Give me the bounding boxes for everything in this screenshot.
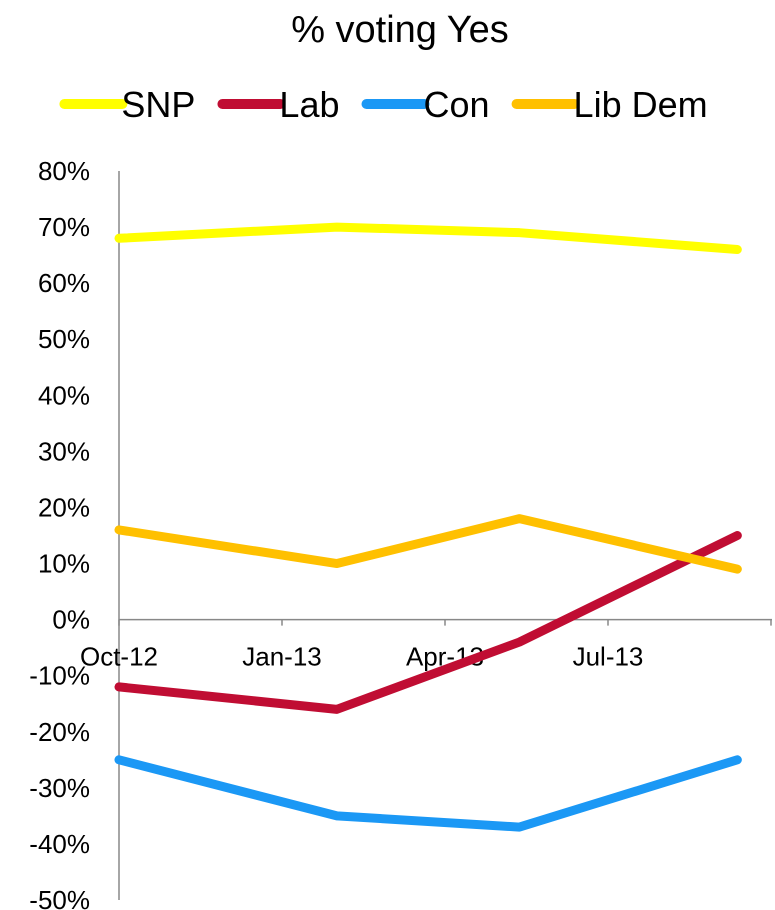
data-point-lab (336, 708, 338, 710)
y-tick-label: 80% (38, 156, 90, 186)
legend: SNP Lab Con Lib Dem (59, 84, 708, 125)
legend-item-lab: Lab (217, 84, 340, 125)
data-point-lab (518, 641, 520, 643)
y-tick-label: -40% (29, 829, 90, 859)
series-line-snp (114, 222, 742, 255)
data-point-con (118, 759, 120, 761)
chart-title: % voting Yes (291, 9, 509, 51)
series-line-lib-dem (114, 514, 742, 574)
y-tick-label: -10% (29, 661, 90, 691)
series-layer (114, 222, 742, 832)
legend-label: Lib Dem (574, 84, 708, 125)
y-tick-label: -50% (29, 885, 90, 910)
y-tick-label: 30% (38, 436, 90, 466)
y-tick-label: -30% (29, 773, 90, 803)
y-tick-label: 40% (38, 380, 90, 410)
series-con (114, 755, 742, 832)
x-tick-label: Jan-13 (242, 642, 322, 672)
data-point-snp (118, 237, 120, 239)
y-axis: 80% 70% 60% 50% 40% 30% 20% 10% 0% -10% -20% -30% -4… (29, 156, 120, 910)
legend-item-con: Con (361, 84, 490, 125)
data-point-con (336, 815, 338, 817)
data-point-snp (736, 249, 738, 251)
data-point-snp (336, 226, 338, 228)
data-point-lab (736, 535, 738, 536)
y-tick-label: -20% (29, 717, 90, 747)
x-tick-label: Jul-13 (573, 642, 644, 672)
legend-label: SNP (121, 84, 195, 125)
series-snp (114, 222, 742, 255)
legend-item-lib-dem: Lib Dem (511, 84, 708, 125)
data-point-lab (118, 686, 120, 688)
y-tick-label: 70% (38, 212, 90, 242)
y-tick-label: 50% (38, 324, 90, 354)
data-point-lib-dem (118, 529, 120, 531)
data-point-lib-dem (518, 518, 520, 520)
data-point-lib-dem (736, 568, 738, 570)
data-point-lib-dem (336, 563, 338, 565)
y-tick-label: 0% (52, 605, 90, 635)
legend-item-snp: SNP (59, 84, 195, 125)
x-axis: Oct-12 Jan-13 Apr-13 Jul-13 (80, 618, 772, 672)
y-tick-label: 20% (38, 492, 90, 522)
legend-label: Con (424, 84, 490, 125)
legend-label: Lab (279, 84, 339, 125)
series-lab (114, 531, 742, 714)
series-line-lab (114, 531, 742, 714)
series-line-con (114, 755, 742, 832)
y-tick-label: 60% (38, 268, 90, 298)
data-point-snp (518, 232, 520, 234)
data-point-con (736, 759, 738, 761)
series-lib-dem (114, 514, 742, 574)
y-tick-label: 10% (38, 549, 90, 579)
data-point-con (518, 826, 520, 828)
x-tick-label: Oct-12 (80, 642, 158, 672)
